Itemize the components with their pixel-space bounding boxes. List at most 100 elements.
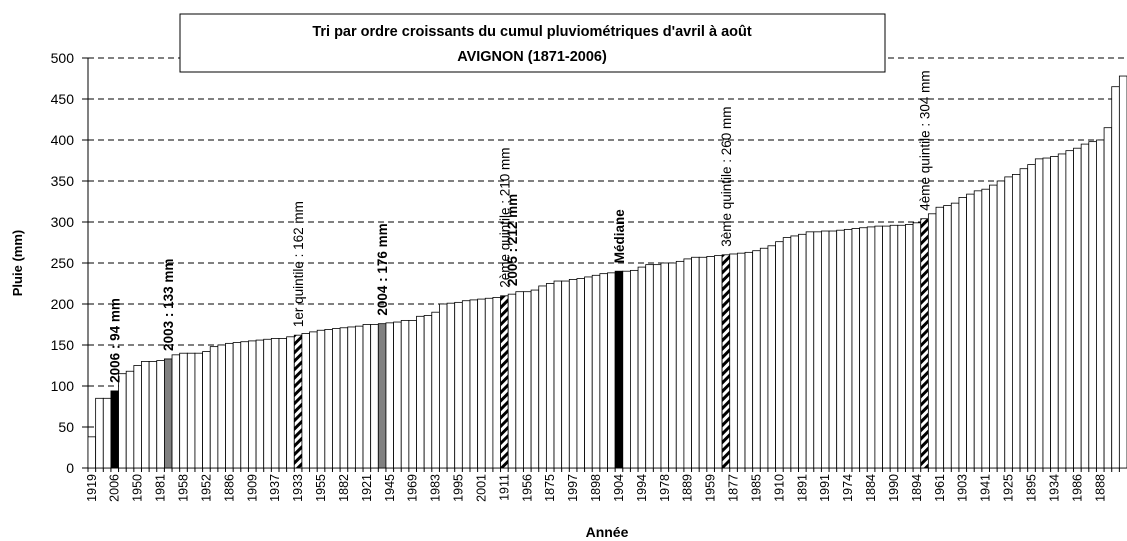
bar xyxy=(1012,174,1021,469)
x-tick-label: 1991 xyxy=(818,474,832,502)
bar xyxy=(293,334,303,469)
bar xyxy=(354,325,364,469)
bar xyxy=(102,397,112,469)
bar xyxy=(347,326,356,469)
bar xyxy=(874,225,883,469)
bar xyxy=(1096,139,1105,469)
y-tick-label: 350 xyxy=(51,173,75,189)
bar xyxy=(866,226,876,469)
bar xyxy=(744,251,754,469)
bar xyxy=(798,233,807,469)
y-axis-label: Pluie (mm) xyxy=(10,230,25,296)
bar xyxy=(622,270,631,469)
bar xyxy=(1057,153,1067,469)
y-tick-label: 100 xyxy=(51,378,75,394)
bar xyxy=(186,352,196,469)
bar xyxy=(821,230,830,469)
bar xyxy=(576,278,585,469)
x-tick-label: 1904 xyxy=(612,474,626,502)
y-tick-label: 50 xyxy=(58,419,74,435)
bar xyxy=(675,260,685,469)
bar xyxy=(584,276,593,469)
bar xyxy=(393,321,402,469)
bar xyxy=(1080,143,1090,469)
x-tick-label: 1952 xyxy=(199,474,213,502)
bar xyxy=(607,272,616,469)
annotation: 1er quintile : 162 mm xyxy=(291,201,306,327)
bar xyxy=(882,225,891,469)
bar xyxy=(759,247,769,469)
bar xyxy=(935,206,945,469)
bar xyxy=(752,250,761,469)
bar xyxy=(439,303,448,469)
annotation: Médiane xyxy=(612,209,627,264)
x-axis-label: Année xyxy=(586,524,629,540)
annotation: 4ème quintile : 304 mm xyxy=(918,70,933,210)
x-tick-label: 1969 xyxy=(406,474,420,502)
bar xyxy=(477,298,486,469)
x-tick-label: 1875 xyxy=(543,474,557,502)
bar xyxy=(278,338,288,469)
bar xyxy=(263,338,272,469)
x-tick-label: 1910 xyxy=(772,474,786,502)
x-tick-label: 2006 xyxy=(108,474,122,502)
bar xyxy=(179,352,188,469)
bar xyxy=(202,351,211,469)
bar xyxy=(1034,158,1044,469)
bar xyxy=(813,231,822,469)
x-tick-label: 1895 xyxy=(1025,474,1039,502)
annotation: 2003 : 133 mm xyxy=(161,259,176,351)
bar xyxy=(1050,155,1059,469)
x-tick-label: 1981 xyxy=(154,474,168,502)
x-tick-label: 1888 xyxy=(1093,474,1107,502)
bar xyxy=(416,315,425,469)
bar xyxy=(660,262,670,469)
bar xyxy=(996,180,1006,469)
bar xyxy=(87,436,97,469)
annotation: 2006 : 94 mm xyxy=(108,298,123,383)
x-tick-label: 1884 xyxy=(864,474,878,502)
bar xyxy=(905,224,914,469)
bar xyxy=(163,358,173,469)
x-tick-label: 1886 xyxy=(222,474,236,502)
bar xyxy=(568,278,578,469)
bar xyxy=(859,227,868,469)
bar xyxy=(209,346,219,469)
x-tick-label: 1997 xyxy=(566,474,580,502)
bar xyxy=(1118,75,1127,469)
bar xyxy=(377,323,387,469)
x-tick-label: 1945 xyxy=(383,474,397,502)
x-tick-label: 1959 xyxy=(704,474,718,502)
bar xyxy=(943,205,952,469)
bar xyxy=(1042,157,1052,469)
bar xyxy=(469,299,479,469)
bar xyxy=(400,319,410,469)
bar xyxy=(133,365,142,469)
bar xyxy=(645,264,654,469)
bar xyxy=(492,297,501,469)
bar xyxy=(538,285,547,469)
bar xyxy=(248,340,257,469)
bar xyxy=(423,315,433,469)
x-tick-label: 1925 xyxy=(1002,474,1016,502)
bar xyxy=(981,188,990,469)
bar xyxy=(973,190,983,469)
x-tick-label: 1994 xyxy=(635,474,649,502)
bar xyxy=(706,256,715,469)
y-tick-label: 250 xyxy=(51,255,75,271)
x-tick-label: 1933 xyxy=(291,474,305,502)
bar xyxy=(1088,141,1097,469)
annotation: 2004 : 176 mm xyxy=(375,223,390,315)
bar xyxy=(958,196,967,469)
bar xyxy=(691,256,700,469)
x-tick-label: 1983 xyxy=(429,474,443,502)
bar xyxy=(920,218,929,469)
x-tick-label: 1889 xyxy=(681,474,695,502)
bar xyxy=(790,235,799,469)
bar xyxy=(461,300,471,469)
bar xyxy=(630,269,639,469)
x-tick-label: 1898 xyxy=(589,474,603,502)
bar xyxy=(1004,176,1013,469)
bar xyxy=(782,237,792,469)
